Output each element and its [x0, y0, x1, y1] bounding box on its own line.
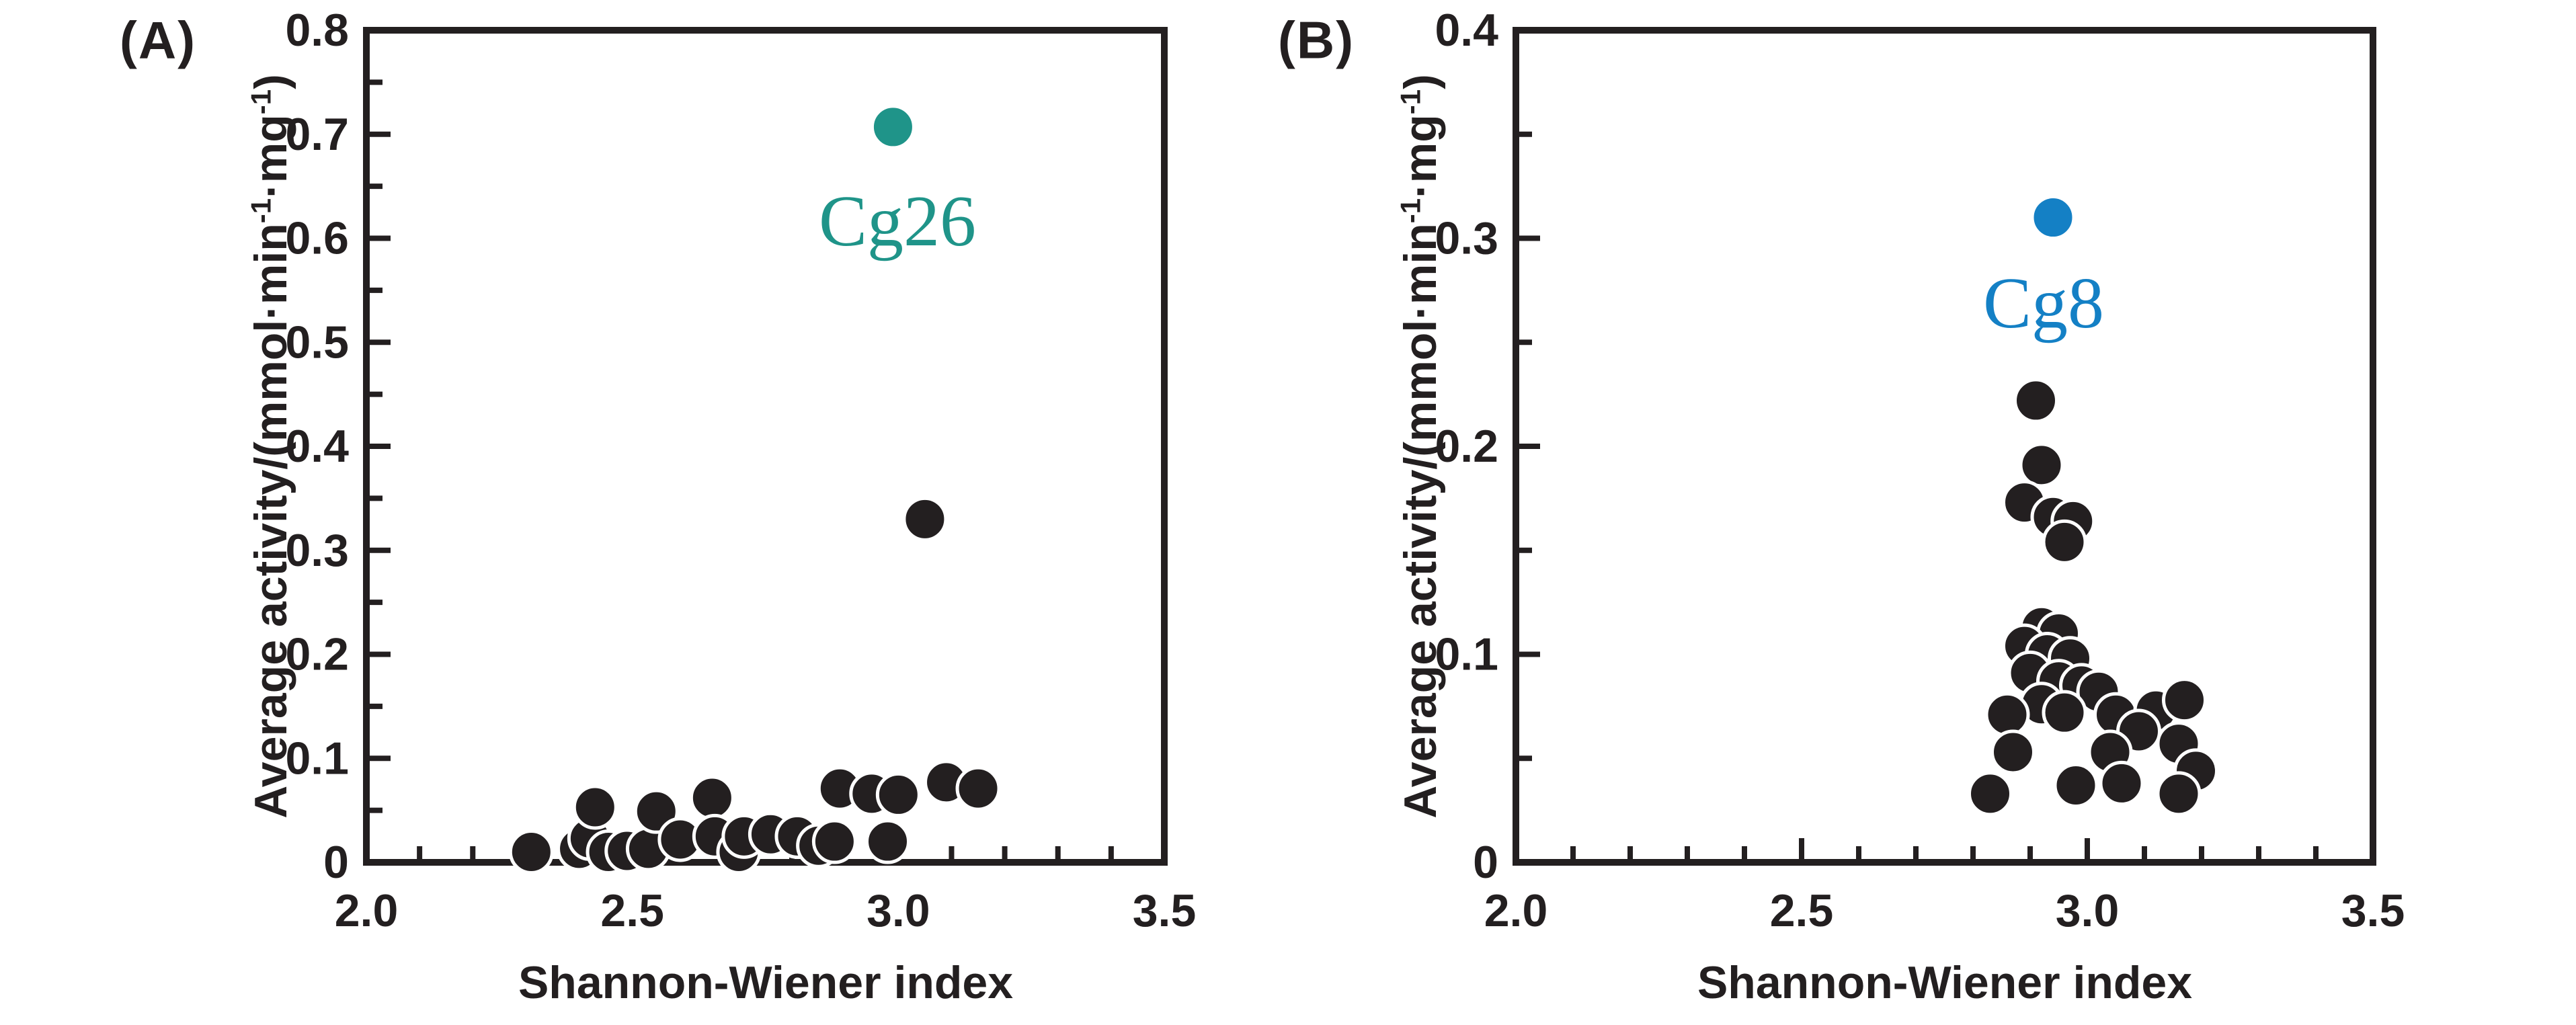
x-tick-label: 2.5 — [1770, 885, 1834, 936]
panel-a-x-axis-title: Shannon-Wiener index — [518, 957, 1014, 1008]
panel-a-y-title-part: ) — [245, 74, 296, 89]
x-tick-label: 3.5 — [1133, 885, 1197, 936]
panel-b-y-title-sup: -1 — [1394, 89, 1426, 115]
panel-b-y-axis-title: Average activity/(mmol·min-1·mg-1) — [1394, 74, 1447, 819]
panel-b-y-title-part: Average activity/(mmol·min — [1395, 223, 1446, 819]
data-point — [1968, 771, 2013, 817]
data-point — [2162, 678, 2207, 723]
data-point — [865, 819, 911, 864]
highlight-point-Cg26 — [870, 104, 916, 150]
data-point — [2013, 378, 2058, 423]
panel-b-highlight-label: Cg8 — [1982, 263, 2105, 343]
panel-b-y-title-part: ) — [1395, 74, 1446, 89]
x-tick-label: 3.0 — [867, 885, 930, 936]
data-point — [955, 766, 1001, 811]
data-point — [2053, 762, 2099, 808]
panel-a-tag: (A) — [119, 10, 197, 70]
data-point — [2042, 519, 2087, 565]
y-tick-label: 0.1 — [285, 733, 349, 784]
data-point — [811, 819, 857, 864]
x-tick-label: 3.0 — [2056, 885, 2120, 936]
data-point — [572, 784, 618, 830]
y-tick-label: 0.2 — [1435, 421, 1498, 472]
data-point — [2099, 760, 2144, 806]
y-tick-label: 0.7 — [285, 109, 349, 160]
y-tick-label: 0.4 — [1435, 5, 1498, 56]
y-tick-label: 0.2 — [285, 629, 349, 680]
panel-a-highlight-label: Cg26 — [818, 181, 977, 261]
panel-a-y-title-sup: -1 — [245, 89, 277, 115]
x-tick-label: 2.5 — [600, 885, 664, 936]
data-point — [689, 775, 735, 821]
plot-frame — [1513, 27, 2376, 866]
data-point — [508, 829, 554, 875]
y-tick-label: 0.3 — [285, 525, 349, 576]
panel-b-y-title-sup: -1 — [1394, 198, 1426, 224]
x-tick-label: 2.0 — [1484, 885, 1548, 936]
y-tick-label: 0.4 — [285, 421, 349, 472]
highlight-point-Cg8 — [2030, 195, 2076, 241]
data-point — [2156, 771, 2202, 817]
data-point — [2019, 442, 2064, 488]
y-tick-label: 0.1 — [1435, 629, 1498, 680]
panel-b-tag: (B) — [1277, 10, 1355, 70]
y-tick-label: 0 — [323, 837, 349, 888]
panel-b-y-title-part: ·mg — [1395, 114, 1446, 198]
data-point — [902, 496, 948, 542]
panel-b-x-axis-title: Shannon-Wiener index — [1697, 957, 2193, 1008]
panel-a-y-title-part: ·mg — [245, 114, 296, 198]
y-tick-label: 0.6 — [285, 213, 349, 264]
y-tick-label: 0 — [1473, 837, 1498, 888]
y-tick-label: 0.8 — [285, 5, 349, 56]
panel-a-y-title-part: Average activity/(mmol·min — [245, 223, 296, 819]
data-point — [1990, 729, 2036, 775]
data-point — [1984, 692, 2030, 737]
y-tick-label: 0.5 — [285, 317, 349, 368]
panel-a-y-axis-title: Average activity/(mmol·min-1·mg-1) — [245, 74, 297, 819]
y-tick-label: 0.3 — [1435, 213, 1498, 264]
data-point — [2042, 690, 2087, 735]
data-point — [875, 772, 921, 817]
plot-frame — [363, 27, 1168, 866]
panel-a-y-title-sup: -1 — [245, 198, 277, 224]
x-tick-label: 2.0 — [335, 885, 399, 936]
x-tick-label: 3.5 — [2341, 885, 2405, 936]
